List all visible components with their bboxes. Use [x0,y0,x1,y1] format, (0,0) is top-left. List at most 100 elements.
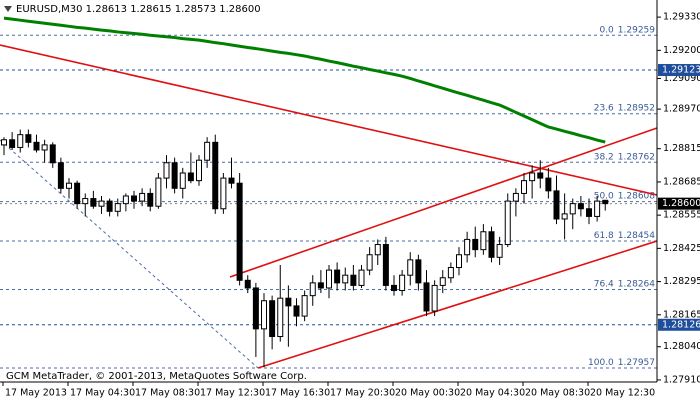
y-tick-label: 1.28815 [663,143,700,154]
channel-lower [257,240,658,369]
candle-body [545,177,552,192]
candle-body [391,284,397,292]
fib-price-label: 1.27957 [618,357,655,367]
candle-body [301,295,308,317]
candle-body [163,162,170,179]
x-tick-label: 20 May 00:30 [395,388,460,399]
fib-label: 61.8 1.28454 [594,230,656,240]
candle-body [261,300,267,330]
candle-body [212,141,219,210]
fib-level-label: 100.0 [588,357,614,367]
candle-body [456,254,462,269]
candle-body [577,203,584,210]
fib-level-label: 23.6 [594,103,614,113]
candle-body [326,269,332,289]
candle-body [602,199,609,205]
candle-body [553,190,560,220]
candle-body [139,192,146,202]
y-tick-label: 1.28295 [663,276,700,287]
candle-body [342,274,349,284]
candle-body [293,305,300,317]
candle-body [220,177,227,210]
fib-price-label: 1.28762 [618,152,655,162]
fib-price-label: 1.28608 [618,191,655,201]
candle-body [106,200,113,212]
price-label: 1.28600 [662,198,700,209]
chart-title: EURUSD,M30 1.28613 1.28615 1.28573 1.286… [16,4,261,15]
candle-body [382,244,389,286]
candle-body [204,141,211,161]
candle-body [252,287,259,330]
y-tick-label: 1.28165 [663,309,700,320]
candle-body [496,244,503,258]
candle-body [464,238,471,256]
x-tick-label: 17 May 12:30 [200,388,265,399]
x-tick-label: 17 May 20:30 [330,388,395,399]
candle-body [399,274,406,292]
x-tick-label: 17 May 2013 [5,388,67,399]
candle-body [1,139,7,146]
candle-body [504,200,511,246]
candle-body [66,182,72,189]
candle-body [98,200,105,207]
candle-body [537,172,544,179]
candle-body [131,195,137,202]
y-tick-label: 1.28555 [663,210,700,221]
candle-body [179,172,186,189]
candle-body [57,162,64,189]
fib-label: 50.0 1.28608 [594,191,656,201]
candle-body [33,141,40,151]
h-line-tag [658,318,700,331]
candle-body [9,139,16,148]
candle-body [431,284,438,312]
candle-body [147,192,154,207]
candle-body [269,300,276,338]
fib-level-label: 0.0 [599,25,614,35]
candle-body [187,172,194,182]
h-line-label: 1.28126 [662,319,700,330]
candle-body [196,159,202,182]
candle-body [561,213,568,220]
candle-body [317,282,324,289]
candle-body [358,269,365,286]
candle-body [171,162,178,189]
footer: GCM MetaTrader, © 2001-2013, MetaQuotes … [6,371,307,382]
candle-body [415,259,422,284]
fib-level-label: 38.2 [594,152,614,162]
candle-body [439,277,446,286]
candle-body [277,297,284,338]
candle-body [334,269,341,284]
candle-body [480,231,487,251]
candle-body [82,198,89,205]
y-tick-label: 1.28040 [663,341,700,352]
candle-body [49,144,56,164]
fib-price-label: 1.28264 [618,279,655,289]
x-tick-label: 17 May 08:30 [135,388,200,399]
x-tick-label: 20 May 08:30 [525,388,590,399]
fib-label: 0.0 1.29259 [599,25,655,35]
fib-level-label: 61.8 [594,230,614,240]
y-tick-label: 1.28685 [663,176,700,187]
fib-level-label: 50.0 [594,191,614,201]
candle-body [74,182,81,205]
candle-body [569,203,576,215]
fib-level-label: 76.4 [594,279,614,289]
fib-label: 23.6 1.28952 [594,103,655,113]
candle-body [366,254,373,271]
y-tick-label: 1.27910 [663,374,700,385]
price-tag [658,197,700,210]
y-tick-label: 1.28970 [663,104,700,115]
candle-body [586,208,592,217]
candle-body [228,177,235,184]
y-tick-label: 1.28425 [663,243,700,254]
candle-body [472,238,479,251]
y-tick-label: 1.29200 [663,45,700,56]
fib-price-label: 1.28454 [618,230,655,240]
candle-body [41,144,48,151]
collapse-icon[interactable] [4,6,12,12]
x-tick-label: 20 May 04:30 [460,388,525,399]
x-tick-label: 20 May 12:30 [590,388,655,399]
fib-price-label: 1.29259 [618,25,655,35]
candle-body [529,172,536,182]
